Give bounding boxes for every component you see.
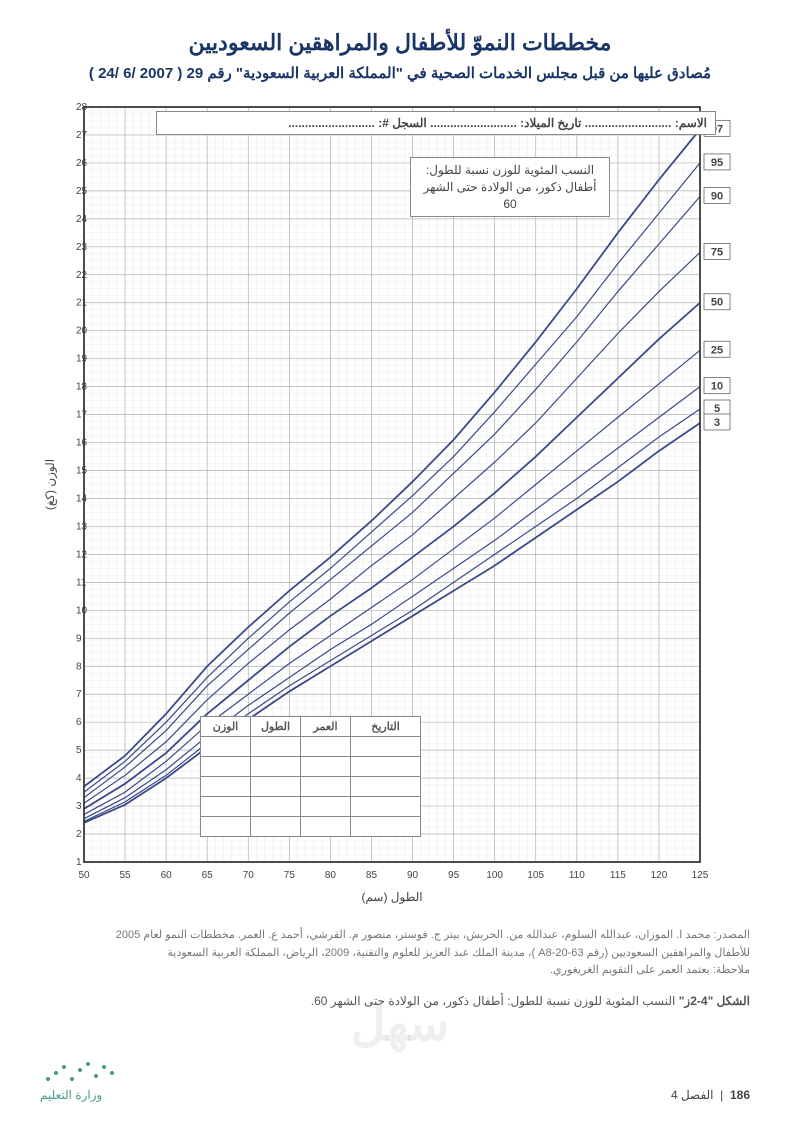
svg-text:7: 7 (76, 689, 82, 700)
svg-text:75: 75 (284, 870, 296, 881)
svg-text:105: 105 (527, 870, 544, 881)
ministry-logo: وزارة التعليم (40, 1055, 120, 1102)
svg-text:10: 10 (711, 381, 723, 393)
svg-text:17: 17 (76, 410, 88, 421)
svg-text:16: 16 (76, 438, 88, 449)
svg-text:115: 115 (610, 870, 626, 881)
th-date: التاريخ (351, 717, 421, 737)
desc-line1: النسب المئوية للوزن نسبة للطول: (419, 162, 601, 179)
logo-dots-icon (40, 1055, 120, 1085)
dob-label: تاريخ الميلاد: (520, 116, 581, 130)
svg-text:15: 15 (76, 466, 88, 477)
page-title: مخططات النموّ للأطفال والمراهقين السعودي… (40, 30, 760, 56)
svg-text:3: 3 (76, 801, 82, 812)
svg-text:5: 5 (76, 745, 82, 756)
chart-description-box: النسب المئوية للوزن نسبة للطول: أطفال ذك… (410, 157, 610, 217)
record-dots: .......................... (288, 116, 375, 130)
caption-text: النسب المئوية للوزن نسبة للطول: أطفال ذك… (311, 994, 676, 1008)
desc-line2: أطفال ذكور، من الولادة حتى الشهر 60 (419, 179, 601, 213)
svg-text:22: 22 (76, 270, 88, 281)
svg-text:95: 95 (448, 870, 460, 881)
svg-text:75: 75 (711, 246, 723, 258)
svg-text:120: 120 (651, 870, 668, 881)
svg-text:90: 90 (407, 870, 419, 881)
table-row (201, 797, 421, 817)
growth-chart: 5055606570758085909510010511011512012512… (40, 97, 760, 917)
svg-text:5: 5 (714, 403, 720, 415)
svg-text:60: 60 (161, 870, 173, 881)
svg-text:11: 11 (76, 577, 87, 588)
record-label: السجل #: (378, 116, 427, 130)
svg-text:13: 13 (76, 521, 88, 532)
dob-dots: .......................... (430, 116, 517, 130)
table-row (201, 817, 421, 837)
name-dots: .......................... (585, 116, 672, 130)
svg-text:3: 3 (714, 417, 720, 429)
svg-text:85: 85 (366, 870, 378, 881)
caption-label: الشكل "4-2ز" (679, 994, 750, 1008)
svg-text:25: 25 (76, 186, 88, 197)
svg-text:10: 10 (76, 605, 88, 616)
patient-info-box: الاسم: .......................... تاريخ … (156, 111, 716, 135)
svg-text:12: 12 (76, 549, 88, 560)
table-row (201, 777, 421, 797)
svg-text:50: 50 (711, 297, 723, 309)
page-number: 186 (730, 1088, 750, 1102)
svg-text:50: 50 (78, 870, 90, 881)
source-text: المصدر: محمد ا. الموزان، عبدالله السلوم،… (40, 927, 760, 980)
ministry-text: وزارة التعليم (40, 1088, 102, 1102)
svg-text:8: 8 (76, 661, 82, 672)
table-row (201, 757, 421, 777)
th-weight: الوزن (201, 717, 251, 737)
svg-text:25: 25 (711, 344, 723, 356)
svg-text:19: 19 (76, 354, 88, 365)
svg-text:110: 110 (569, 870, 585, 881)
svg-text:24: 24 (76, 214, 88, 225)
page-footer: 186 | الفصل 4 (671, 1088, 750, 1102)
source-l1: المصدر: محمد ا. الموزان، عبدالله السلوم،… (50, 927, 750, 945)
svg-text:95: 95 (711, 157, 723, 169)
svg-text:125: 125 (692, 870, 709, 881)
table-row (201, 737, 421, 757)
svg-text:6: 6 (76, 717, 82, 728)
svg-text:21: 21 (76, 298, 88, 309)
page-subtitle: مُصادق عليها من قبل مجلس الخدمات الصحية … (40, 64, 760, 82)
th-height: الطول (251, 717, 301, 737)
svg-text:الطول (سم): الطول (سم) (361, 890, 422, 904)
svg-text:23: 23 (76, 242, 88, 253)
svg-text:14: 14 (76, 493, 88, 504)
figure-caption: الشكل "4-2ز" النسب المئوية للوزن نسبة لل… (40, 994, 760, 1008)
svg-text:27: 27 (76, 130, 88, 141)
svg-text:18: 18 (76, 382, 88, 393)
svg-text:55: 55 (120, 870, 132, 881)
chapter-label: الفصل 4 (671, 1088, 714, 1102)
svg-text:90: 90 (711, 190, 723, 202)
svg-text:2: 2 (76, 829, 82, 840)
source-l2: للأطفال والمراهقين السعوديين (رقم A8-20-… (50, 945, 750, 963)
svg-text:26: 26 (76, 158, 88, 169)
name-label: الاسم: (675, 116, 707, 130)
svg-text:65: 65 (202, 870, 214, 881)
svg-text:80: 80 (325, 870, 337, 881)
svg-text:20: 20 (76, 326, 88, 337)
svg-text:4: 4 (76, 773, 82, 784)
measurements-table: التاريخ العمر الطول الوزن (200, 716, 421, 837)
svg-text:الوزن (كغ): الوزن (كغ) (43, 459, 57, 510)
th-age: العمر (301, 717, 351, 737)
svg-text:100: 100 (486, 870, 503, 881)
svg-text:70: 70 (243, 870, 255, 881)
source-l3: ملاحظة: يعتمد العمر على التقويم الغريغور… (50, 962, 750, 980)
svg-text:9: 9 (76, 633, 82, 644)
svg-text:1: 1 (76, 857, 82, 868)
